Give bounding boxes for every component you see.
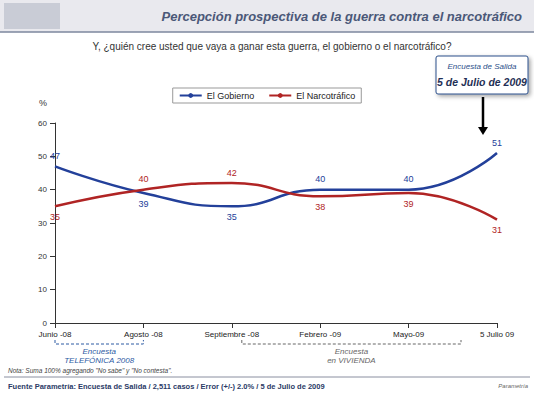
svg-text:TELEFÓNICA 2008: TELEFÓNICA 2008 [64, 356, 135, 365]
svg-text:Percepción prospectiva de la g: Percepción prospectiva de la guerra cont… [161, 9, 522, 24]
svg-text:60: 60 [38, 119, 47, 128]
svg-text:Nota: Suma 100% agregando "No: Nota: Suma 100% agregando "No sabe" y "N… [8, 367, 172, 375]
svg-text:El Narcotráfico: El Narcotráfico [296, 91, 355, 101]
svg-text:31: 31 [492, 225, 502, 235]
svg-text:Febrero -09: Febrero -09 [299, 330, 341, 339]
svg-text:40: 40 [138, 174, 148, 184]
svg-text:20: 20 [38, 252, 47, 261]
svg-text:39: 39 [404, 199, 414, 209]
svg-text:en VIVIENDA: en VIVIENDA [327, 356, 375, 365]
svg-text:0: 0 [43, 319, 48, 328]
svg-text:30: 30 [38, 219, 47, 228]
svg-text:Agosto -08: Agosto -08 [124, 330, 163, 339]
svg-text:47: 47 [50, 151, 60, 161]
svg-text:Parametría: Parametría [498, 383, 528, 389]
svg-text:10: 10 [38, 285, 47, 294]
svg-text:35: 35 [227, 212, 237, 222]
svg-text:Encuesta: Encuesta [83, 347, 117, 356]
svg-text:Fuente Parametría: Encuesta de: Fuente Parametría: Encuesta de Salida / … [8, 382, 325, 391]
svg-text:40: 40 [315, 174, 325, 184]
svg-text:40: 40 [404, 174, 414, 184]
svg-text:El Gobierno: El Gobierno [207, 91, 255, 101]
svg-text:38: 38 [315, 202, 325, 212]
svg-text:Encuesta de Salida: Encuesta de Salida [448, 62, 517, 71]
svg-text:Junio -08: Junio -08 [39, 330, 72, 339]
svg-text:51: 51 [492, 138, 502, 148]
svg-text:35: 35 [50, 212, 60, 222]
svg-text:5 Julio 09: 5 Julio 09 [480, 330, 515, 339]
svg-text:39: 39 [138, 199, 148, 209]
svg-text:Septiembre -08: Septiembre -08 [204, 330, 259, 339]
svg-text:Y, ¿quién cree usted que vaya: Y, ¿quién cree usted que vaya a ganar es… [93, 41, 452, 52]
svg-text:42: 42 [227, 168, 237, 178]
svg-text:Encuesta: Encuesta [335, 347, 369, 356]
svg-text:Mayo-09: Mayo-09 [393, 330, 425, 339]
svg-text:50: 50 [38, 152, 47, 161]
svg-text:40: 40 [38, 185, 47, 194]
svg-text:5 de Julio de 2009: 5 de Julio de 2009 [437, 76, 527, 88]
svg-text:%: % [39, 98, 47, 108]
